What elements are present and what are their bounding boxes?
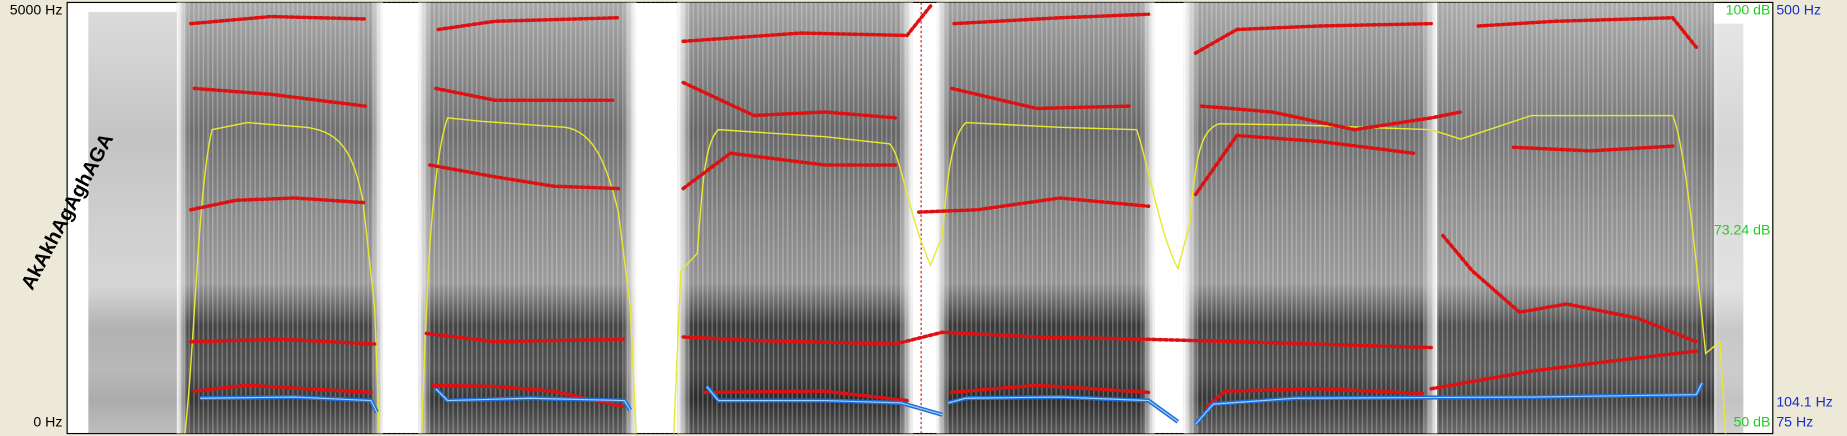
intensity-mid: 73.24 dB [1714,222,1771,238]
frequency-min: 0 Hz [33,414,62,430]
formant-track [192,80,1675,153]
pitch-min: 75 Hz [1776,414,1813,430]
formant-track [192,383,1428,409]
intensity-min: 50 dB [1734,414,1771,430]
pitch-mid: 104.1 Hz [1776,394,1833,410]
spectrogram [88,2,1744,434]
formant-track [189,133,1698,344]
pitch-curve [200,381,1704,426]
pitch-max: 500 Hz [1776,1,1821,17]
formant-track [189,4,1698,55]
intensity-max: 100 dB [1726,1,1771,17]
formant-track [189,330,1698,391]
intensity-curve [184,114,1727,434]
frequency-max: 5000 Hz [10,1,63,17]
